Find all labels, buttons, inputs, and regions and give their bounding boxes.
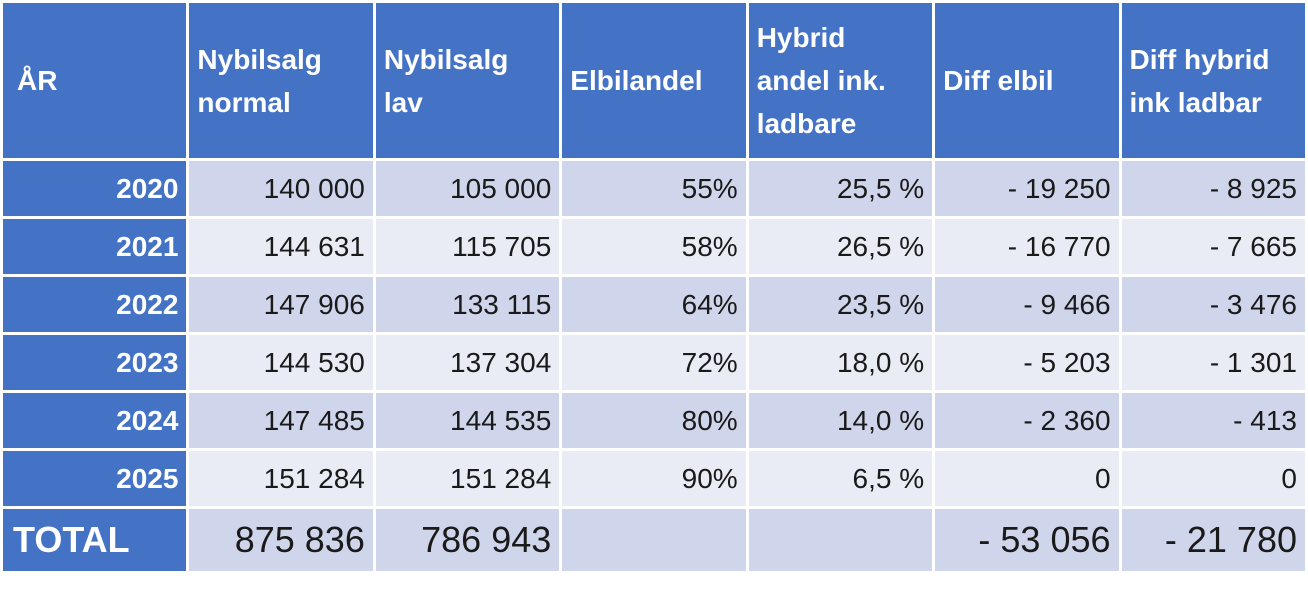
- table-cell: 151 284: [375, 451, 560, 506]
- table-cell: 144 530: [189, 335, 373, 390]
- table-cell: - 19 250: [935, 161, 1119, 216]
- table-cell: 105 000: [375, 161, 560, 216]
- table-cell: 25,5 %: [748, 161, 933, 216]
- data-table: ÅR Nybilsalg normal Nybilsalg lav Elbila…: [3, 3, 1305, 571]
- table-cell: - 5 203: [935, 335, 1119, 390]
- table-cell: 90%: [562, 451, 746, 506]
- total-row: TOTAL 875 836 786 943 - 53 056 - 21 780: [3, 509, 1305, 571]
- table-cell: 80%: [562, 393, 746, 448]
- table-cell: - 1 301: [1121, 335, 1305, 390]
- table-cell: 23,5 %: [748, 277, 933, 332]
- table-row: 2022 147 906 133 115 64% 23,5 % - 9 466 …: [3, 277, 1305, 332]
- table-cell: 64%: [562, 277, 746, 332]
- table-cell: 58%: [562, 219, 746, 274]
- table-row: 2020 140 000 105 000 55% 25,5 % - 19 250…: [3, 161, 1305, 216]
- table-cell: 18,0 %: [748, 335, 933, 390]
- total-cell: [748, 509, 933, 571]
- table-cell: 147 906: [189, 277, 373, 332]
- column-header-nybilsalg-normal: Nybilsalg normal: [189, 3, 373, 158]
- table-cell: 133 115: [375, 277, 560, 332]
- row-year-cell: 2023: [3, 335, 187, 390]
- table-row: 2023 144 530 137 304 72% 18,0 % - 5 203 …: [3, 335, 1305, 390]
- row-year-cell: 2020: [3, 161, 187, 216]
- table-cell: 151 284: [189, 451, 373, 506]
- table-cell: - 413: [1121, 393, 1305, 448]
- header-row: ÅR Nybilsalg normal Nybilsalg lav Elbila…: [3, 3, 1305, 158]
- table-cell: 6,5 %: [748, 451, 933, 506]
- table-cell: 0: [1121, 451, 1305, 506]
- column-header-elbilandel: Elbilandel: [562, 3, 746, 158]
- table-cell: - 2 360: [935, 393, 1119, 448]
- column-header-nybilsalg-lav: Nybilsalg lav: [375, 3, 560, 158]
- table-cell: 14,0 %: [748, 393, 933, 448]
- total-cell: 786 943: [375, 509, 560, 571]
- row-year-cell: 2021: [3, 219, 187, 274]
- table-cell: 0: [935, 451, 1119, 506]
- column-header-hybrid-andel: Hybrid andel ink. ladbare: [748, 3, 933, 158]
- table-cell: 137 304: [375, 335, 560, 390]
- total-cell: - 53 056: [935, 509, 1119, 571]
- table-row: 2025 151 284 151 284 90% 6,5 % 0 0: [3, 451, 1305, 506]
- column-header-diff-elbil: Diff elbil: [935, 3, 1119, 158]
- table-cell: 144 631: [189, 219, 373, 274]
- table-cell: - 7 665: [1121, 219, 1305, 274]
- table-cell: 144 535: [375, 393, 560, 448]
- table-cell: - 9 466: [935, 277, 1119, 332]
- table-cell: 147 485: [189, 393, 373, 448]
- total-cell: [562, 509, 746, 571]
- total-cell: 875 836: [189, 509, 373, 571]
- table-cell: 72%: [562, 335, 746, 390]
- row-year-cell: 2024: [3, 393, 187, 448]
- total-label: TOTAL: [3, 509, 187, 571]
- table-cell: 26,5 %: [748, 219, 933, 274]
- table-cell: - 8 925: [1121, 161, 1305, 216]
- table-cell: 115 705: [375, 219, 560, 274]
- table-cell: - 3 476: [1121, 277, 1305, 332]
- table-row: 2024 147 485 144 535 80% 14,0 % - 2 360 …: [3, 393, 1305, 448]
- table-cell: 140 000: [189, 161, 373, 216]
- table-row: 2021 144 631 115 705 58% 26,5 % - 16 770…: [3, 219, 1305, 274]
- table-cell: 55%: [562, 161, 746, 216]
- column-header-diff-hybrid: Diff hybrid ink ladbar: [1121, 3, 1305, 158]
- table-cell: - 16 770: [935, 219, 1119, 274]
- column-header-year: ÅR: [3, 3, 187, 158]
- row-year-cell: 2025: [3, 451, 187, 506]
- total-cell: - 21 780: [1121, 509, 1305, 571]
- row-year-cell: 2022: [3, 277, 187, 332]
